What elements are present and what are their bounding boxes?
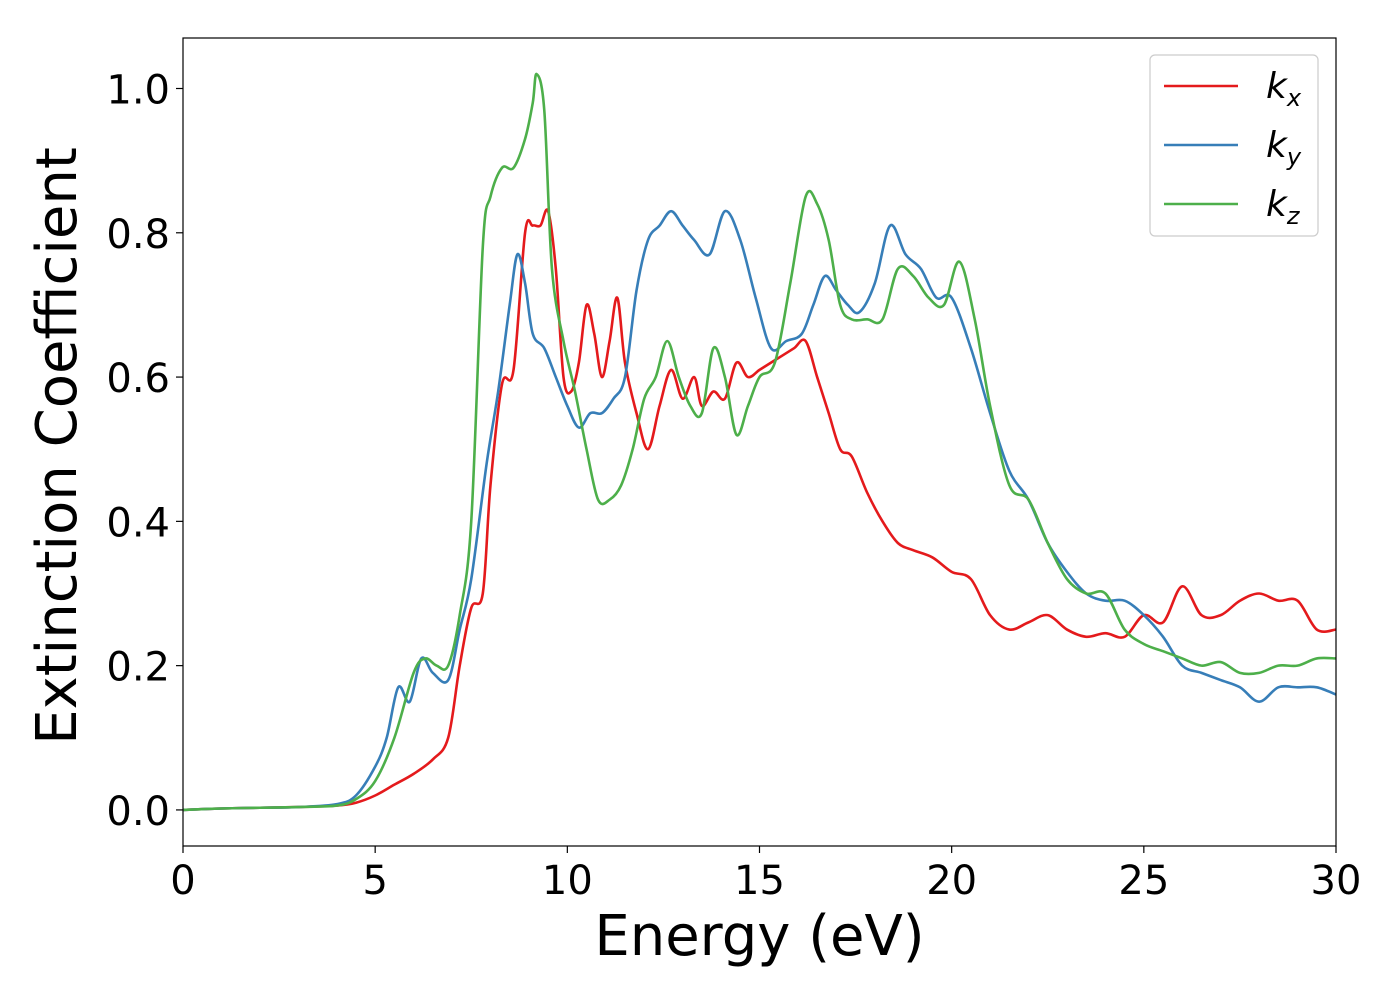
series-line-x [183,208,1336,812]
legend-label: kx [1266,66,1302,112]
plot-area [183,72,1336,812]
series-line-z [183,72,1336,812]
y-axis-ticks: 0.0 0.2 0.4 0.6 0.8 1.0 [106,68,183,835]
y-tick-label: 0.4 [106,500,170,546]
y-axis-label: Extinction Coefficient [25,147,90,745]
legend-label-base: k [1266,125,1289,166]
x-tick-label: 0 [170,858,195,904]
x-tick-label: 5 [362,858,387,904]
legend-label: ky [1266,125,1302,171]
legend-label-subscript: z [1286,202,1301,230]
y-tick-label: 0.6 [106,356,170,402]
legend-label-base: k [1266,184,1289,225]
x-tick-label: 30 [1311,858,1362,904]
y-tick-label: 0.8 [106,212,170,258]
legend-label-base: k [1266,66,1289,107]
x-tick-label: 10 [542,858,593,904]
series-lines [183,72,1336,812]
y-tick-label: 1.0 [106,68,170,114]
x-tick-label: 20 [926,858,977,904]
x-tick-label: 15 [734,858,785,904]
y-tick-label: 0.2 [106,645,170,691]
series-line-y [183,209,1336,812]
legend-label-subscript: y [1286,143,1302,171]
y-tick-label: 0.0 [106,789,170,835]
axes-frame [182,37,1337,847]
x-tick-label: 25 [1118,858,1169,904]
legend-label-subscript: x [1286,84,1302,112]
x-axis-ticks: 0 5 10 15 20 25 30 [170,846,1361,904]
x-axis-label: Energy (eV) [594,904,924,969]
legend-label: kz [1266,184,1301,230]
